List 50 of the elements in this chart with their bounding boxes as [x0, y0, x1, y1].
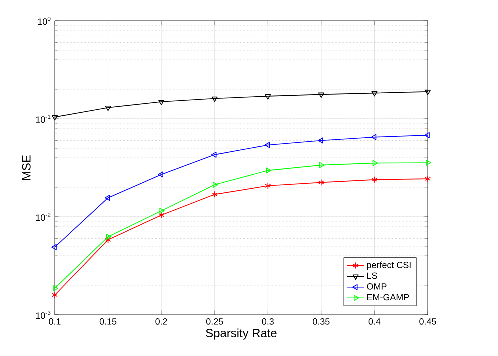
point [212, 96, 218, 102]
point [372, 160, 378, 166]
y-tick-label: 10$^{-2}$ [36, 212, 51, 222]
point [265, 182, 272, 190]
point [425, 90, 431, 96]
x-tick-label: 0.1 [49, 318, 61, 325]
point [264, 142, 270, 148]
x-tick-label: 0.4 [368, 318, 381, 325]
point [211, 152, 217, 158]
x-tick-label: 0.35 [313, 318, 330, 325]
y-tick-label: 10$^{-1}$ [36, 115, 51, 124]
y-tick-label: 10$^{-3}$ [36, 310, 51, 320]
point [320, 162, 325, 168]
point [158, 212, 165, 219]
x-axis-title: Sparsity Rate [206, 328, 277, 340]
point [105, 236, 112, 244]
point [424, 132, 430, 138]
x-tick-label: 0.45 [420, 318, 436, 325]
point [104, 195, 110, 202]
point [372, 91, 378, 97]
point [212, 182, 218, 188]
x-tick-label: 0.3 [262, 318, 274, 325]
point [372, 176, 378, 184]
point [53, 286, 58, 292]
legend-label: EM-GAMP [368, 294, 410, 301]
point [318, 92, 324, 98]
legend-label: OMP [367, 283, 387, 290]
y-axis-title: MSE [22, 156, 31, 180]
point [160, 208, 165, 214]
point [105, 106, 112, 112]
point [52, 244, 57, 250]
point [318, 179, 324, 186]
legend-label: LS [368, 272, 378, 280]
point [425, 176, 431, 182]
x-tick-label: 0.2 [156, 318, 168, 325]
point [106, 234, 112, 240]
point [371, 134, 377, 140]
x-tick-label: 0.25 [206, 318, 224, 325]
point [52, 115, 58, 121]
point [158, 100, 165, 106]
y-tick-label: 10$^{0}$ [38, 16, 51, 26]
point [266, 168, 272, 174]
point [212, 191, 218, 198]
x-tick-label: 0.15 [100, 318, 117, 325]
point [265, 94, 272, 100]
point [426, 160, 432, 166]
point [158, 172, 164, 178]
legend-label: perfect CSI [367, 262, 411, 270]
point [318, 138, 324, 144]
point [52, 292, 58, 299]
